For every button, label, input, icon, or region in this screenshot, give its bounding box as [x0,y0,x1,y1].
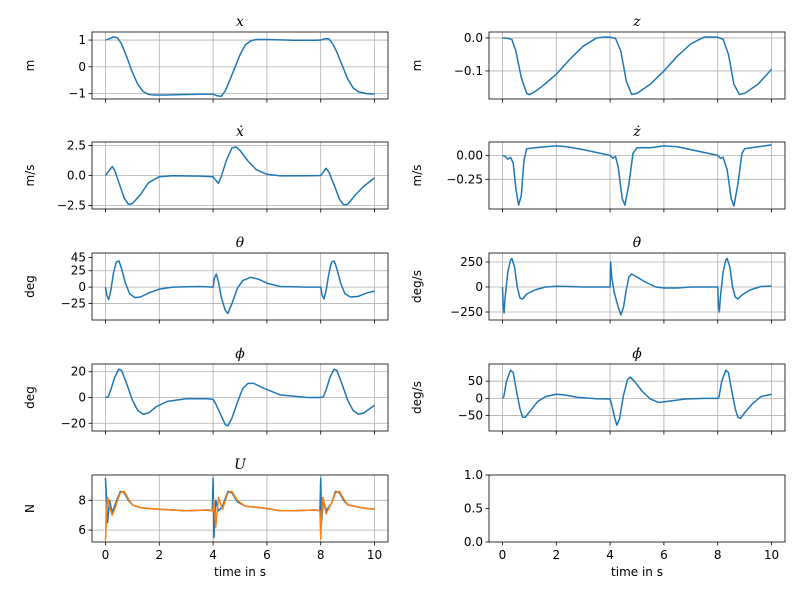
axes-background [489,253,785,320]
y-tick-label: −1 [68,87,86,101]
axes-background [92,253,388,320]
x-tick-label: 2 [155,548,163,562]
y-axis-label: m [23,60,37,72]
y-axis-label: N [23,504,37,513]
x-tick-label: 0 [102,548,110,562]
axes-background [92,475,388,542]
y-tick-label: −0.1 [454,64,483,78]
y-tick-label: −2.5 [57,198,86,212]
subplot-title: ϕ̇ [632,346,642,362]
x-tick-label: 4 [606,548,614,562]
y-tick-label: 25 [71,264,86,278]
y-tick-label: 250 [460,255,483,269]
axes-background [489,142,785,209]
y-tick-label: −0.25 [446,172,483,186]
y-tick-label: 0.00 [456,148,483,162]
series-line-1 [104,490,375,541]
x-axis-label: time in s [214,565,266,579]
y-axis-label: m/s [23,165,37,187]
series-line-0 [501,257,772,316]
axes-frame [91,252,389,321]
y-tick-label: 50 [468,374,483,388]
x-tick-label: 10 [764,548,779,562]
subplot-9: 0 2 4 6 8 10 1.0 0.5 0.0 time in s [464,468,786,579]
x-tick-label: 2 [552,548,560,562]
subplot-1: 0.0 −0.1 z m [410,14,786,103]
y-tick-label: 0 [78,60,86,74]
x-tick-label: 6 [660,548,668,562]
axes-background [92,32,388,99]
x-tick-label: 8 [317,548,325,562]
x-tick-label: 6 [263,548,271,562]
subplot-title: x [236,14,244,30]
subplot-title: ż [632,124,641,140]
x-tick-label: 8 [714,548,722,562]
series-line-0 [502,36,773,96]
x-tick-label: 0 [499,548,507,562]
series-line-0 [104,146,376,206]
axes-frame [488,141,786,210]
y-axis-label: deg/s [410,270,424,303]
y-tick-label: 20 [71,365,86,379]
y-tick-label: −25 [61,297,86,311]
series-line-0 [105,368,375,427]
axes-frame [488,252,786,321]
axes-background [489,475,785,542]
subplot-title: θ [236,235,245,251]
series-line-0 [104,260,375,315]
x-tick-label: 10 [367,548,382,562]
subplot-4: 25 0 −25 45 θ deg [23,235,389,324]
y-tick-label: 0.0 [67,169,86,183]
y-tick-label: 45 [71,251,86,265]
y-tick-label: 0 [475,280,483,294]
x-tick-label: 4 [209,548,217,562]
y-tick-label: 2.5 [67,139,86,153]
axes-background [489,32,785,99]
series-line-0 [502,144,772,207]
axes-frame [91,474,389,543]
y-tick-label: 0 [78,391,86,405]
y-tick-label: 8 [78,493,86,507]
y-tick-label: −50 [458,409,483,423]
subplot-title: θ̇ [633,235,642,251]
y-tick-label: 0.0 [464,535,483,549]
subplot-5: 250 0 −250 θ̇ deg/s [410,235,786,324]
series-line-0 [501,369,772,426]
subplot-2: 2.5 0.0 −2.5 ẋ m/s [23,124,389,213]
y-axis-label: m [410,60,424,72]
subplot-title: U [234,457,247,473]
y-tick-label: −250 [450,305,483,319]
series-line-0 [105,36,375,98]
y-axis-label: m/s [410,165,424,187]
subplot-title: ẋ [236,124,244,140]
y-tick-label: 0 [475,391,483,405]
y-tick-label: 0.0 [464,31,483,45]
subplot-title: ϕ [235,346,245,362]
subplot-title: z [632,14,641,30]
y-tick-label: 0 [78,280,86,294]
y-tick-label: 1.0 [464,468,483,482]
y-tick-label: 0.5 [464,502,483,516]
axes-frame [488,31,786,100]
y-axis-label: deg [23,275,37,298]
subplot-3: 0.00 −0.25 ż m/s [410,124,786,213]
subplot-7: 50 0 −50 ϕ̇ deg/s [410,346,786,435]
x-axis-label: time in s [611,565,663,579]
subplot-0: −1 0 1 x m [23,14,389,103]
axes-frame [91,31,389,100]
axes-frame [488,363,786,432]
axes-background [489,364,785,431]
y-axis-label: deg [23,386,37,409]
y-tick-label: 6 [78,523,86,537]
y-tick-label: 1 [78,33,86,47]
subplot-6: 20 0 −20 ϕ deg [23,346,389,435]
y-axis-label: deg/s [410,381,424,414]
y-tick-label: −20 [61,416,86,430]
